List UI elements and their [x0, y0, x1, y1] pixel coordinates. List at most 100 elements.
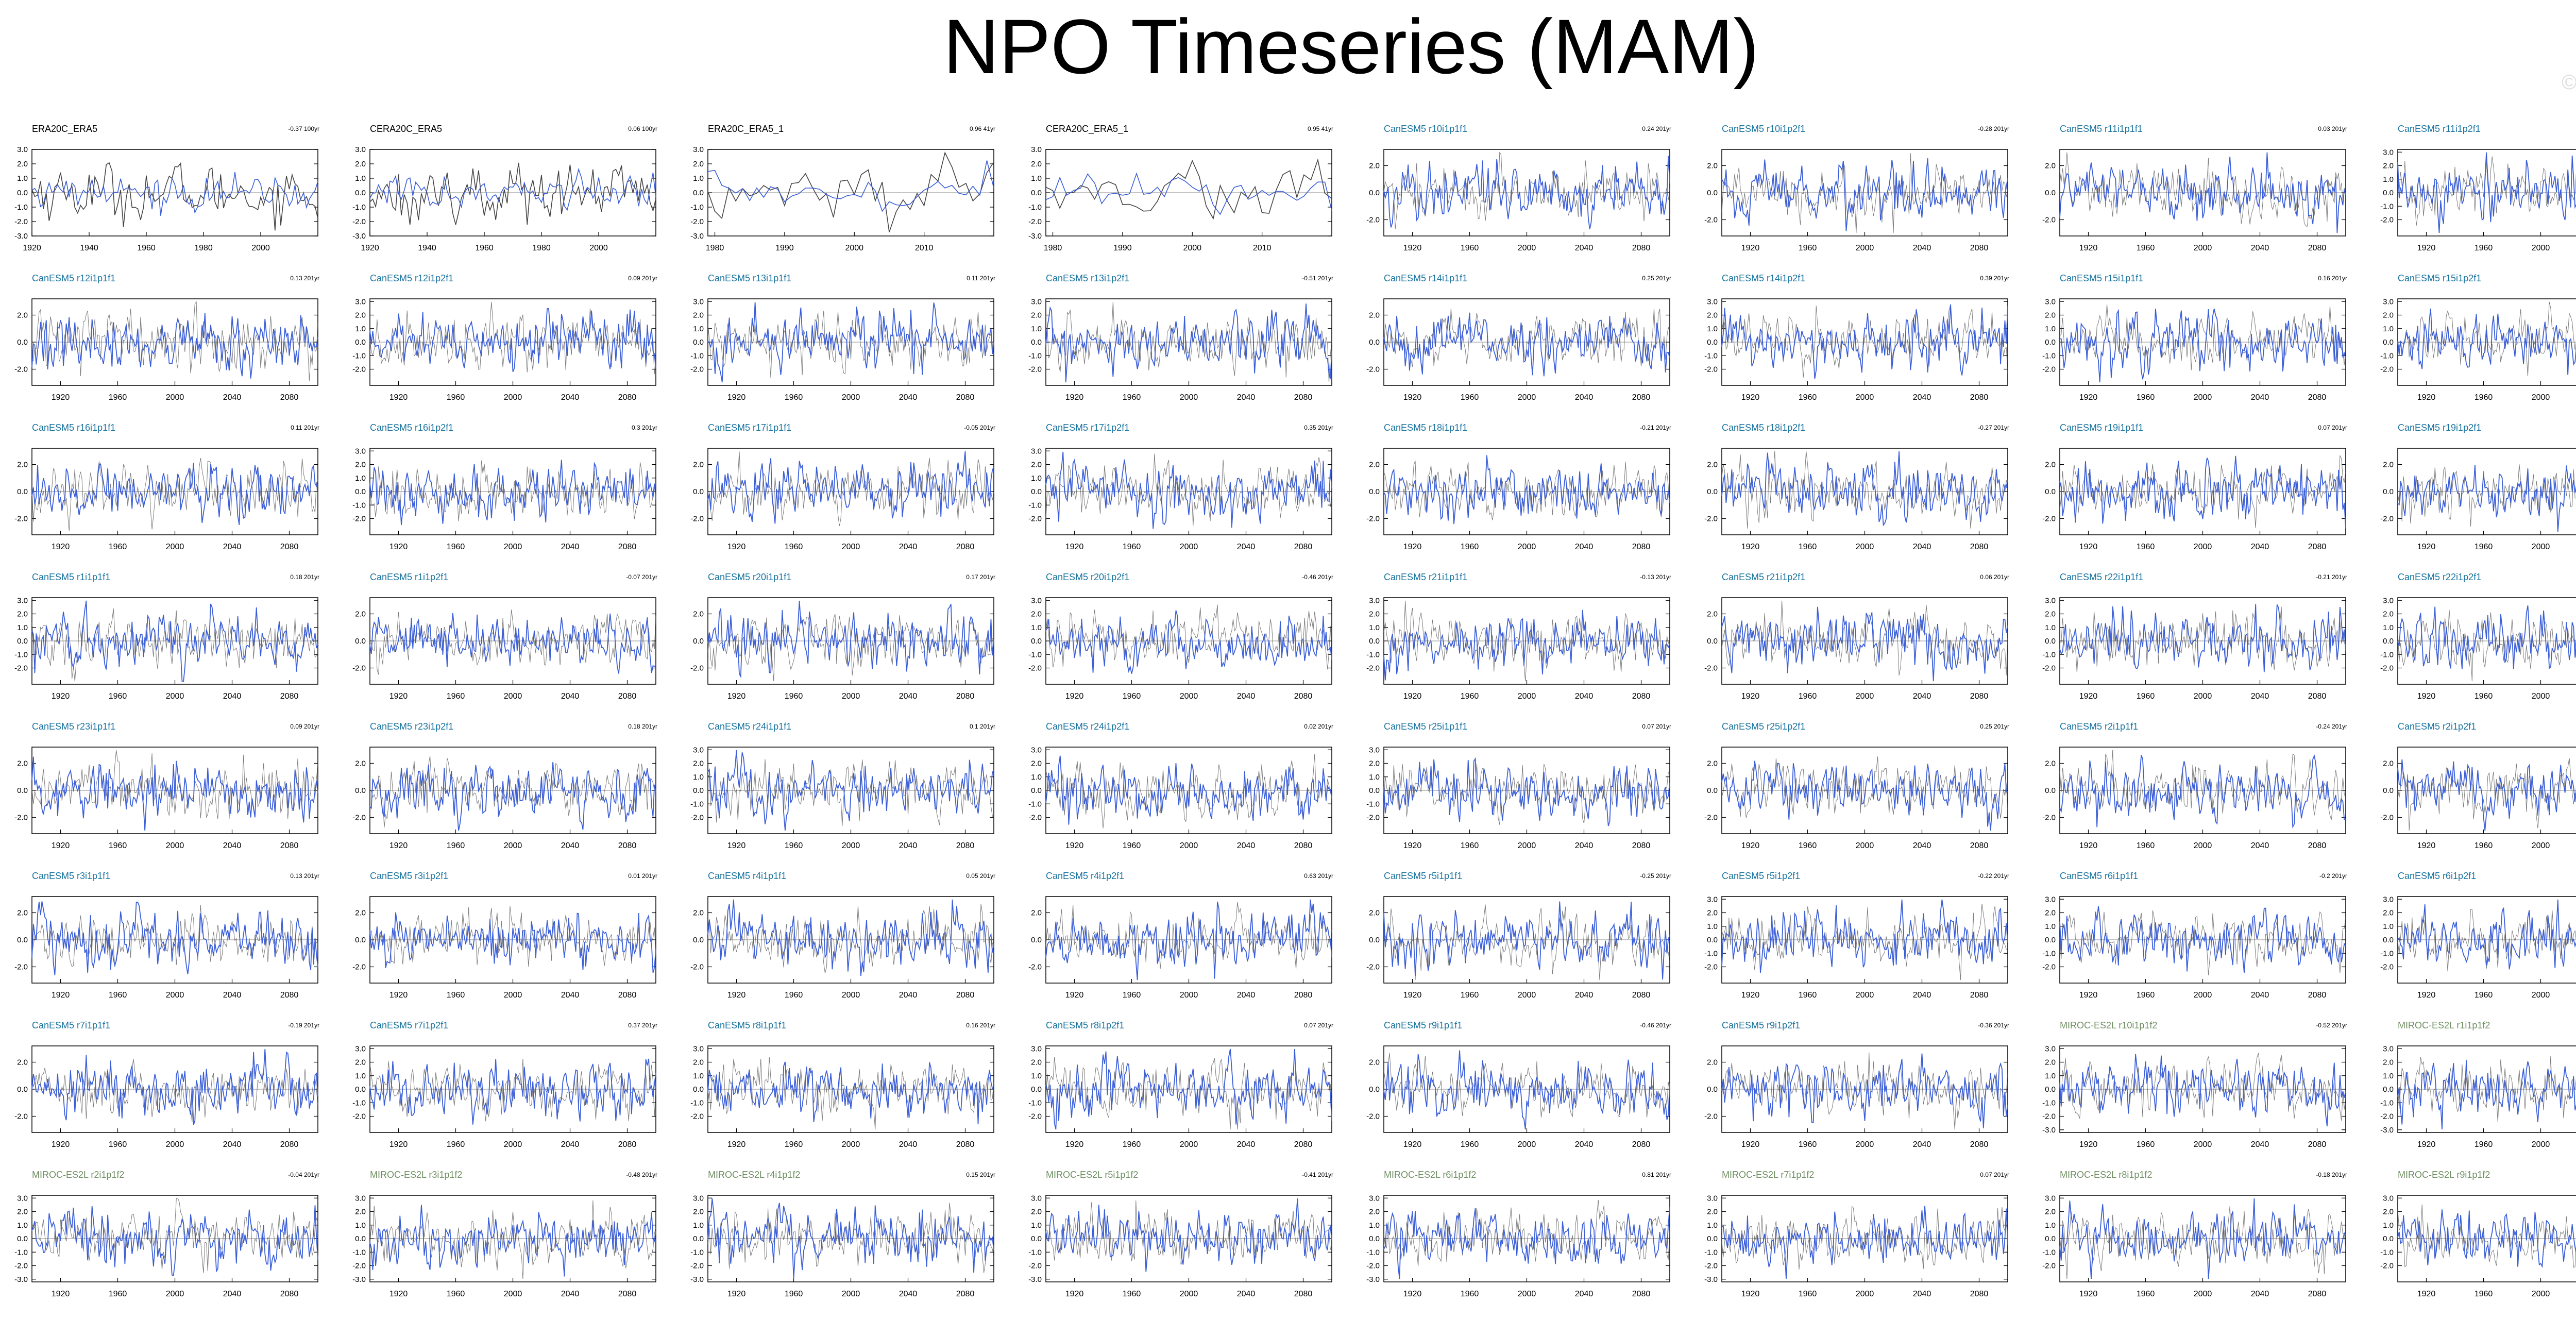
y-tick-label: 3.0: [17, 596, 28, 605]
obs-overlay-line: [1721, 600, 2008, 676]
obs-overlay-line: [707, 614, 994, 682]
series-line: [2059, 308, 2346, 383]
series-line: [1045, 451, 1332, 529]
y-tick-label: 1.0: [2045, 1072, 2056, 1080]
x-tick-label: 2000: [842, 991, 860, 1000]
timeseries-panel: MIROC-ES2L r4i1p1f2 0.15 201yr 3.0 2.0 1.0 0.…: [676, 1170, 1006, 1319]
y-tick-label: -2.0: [1366, 216, 1380, 225]
x-tick-label: 2080: [280, 692, 299, 701]
y-tick-label: 1.0: [1031, 325, 1042, 333]
y-tick-label: 1.0: [2045, 325, 2056, 333]
y-tick-label: 3.0: [1031, 596, 1042, 605]
panel-plot: 3.0 2.0 1.0 0.0 -1.0 -2.0 1920 1960 2000 2040 2080: [1028, 746, 1332, 850]
x-tick-label: 1980: [1044, 244, 1062, 252]
x-tick-label: 1920: [727, 692, 746, 701]
x-tick-label: 2000: [2194, 692, 2212, 701]
y-tick-label: 2.0: [2045, 610, 2056, 619]
x-tick-label: 2040: [2251, 1140, 2269, 1149]
y-tick-label: 2.0: [355, 1208, 366, 1216]
y-tick-label: -1.0: [2042, 351, 2056, 360]
timeseries-panel: CanESM5 r18i1p1f1 -0.21 201yr 2.0 0.0 -2.0 19…: [1352, 422, 1682, 572]
y-tick-label: -2.0: [14, 217, 28, 226]
series-line: [2397, 465, 2576, 532]
x-tick-label: 2000: [1518, 543, 1536, 551]
x-tick-label: 1920: [2417, 1290, 2436, 1298]
panel-plot: 2.0 0.0 -2.0 1920 1960 2000 2040 2080: [1366, 149, 1670, 252]
x-tick-label: 1920: [1065, 692, 1084, 701]
y-tick-label: -1.0: [1028, 203, 1042, 212]
x-tick-label: 1920: [52, 543, 70, 551]
y-tick-label: 3.0: [1031, 297, 1042, 306]
x-tick-label: 1920: [1741, 1290, 1760, 1298]
x-tick-label: 2000: [504, 1290, 522, 1298]
x-tick-label: 1920: [389, 393, 408, 402]
y-tick-label: 0.0: [1031, 936, 1042, 944]
panel-title: ERA20C_ERA5_1: [708, 124, 784, 134]
y-tick-label: 2.0: [693, 160, 704, 168]
x-tick-label: 2040: [561, 692, 580, 701]
obs-overlay-line: [1045, 301, 1332, 383]
x-tick-label: 2000: [2532, 543, 2550, 551]
y-tick-label: -2.0: [2042, 1112, 2056, 1121]
y-tick-label: 2.0: [2383, 311, 2394, 320]
y-tick-label: -1.0: [352, 1248, 366, 1257]
y-tick-label: 0.0: [1707, 338, 1718, 347]
y-tick-label: -1.0: [1028, 1248, 1042, 1257]
panel-title: CanESM5 r8i1p1f1: [708, 1020, 787, 1030]
x-tick-label: 2040: [223, 393, 242, 402]
x-tick-label: 2040: [1913, 841, 1931, 850]
x-tick-label: 1960: [1461, 991, 1479, 1000]
timeseries-panel: CanESM5 r8i1p2f1 0.07 201yr 3.0 2.0 1.0 0.0 -1…: [1014, 1020, 1344, 1170]
y-tick-label: 3.0: [2383, 1194, 2394, 1203]
panel-title: MIROC-ES2L r9i1p1f2: [2398, 1170, 2490, 1180]
x-tick-label: 1960: [109, 393, 127, 402]
timeseries-panel: CanESM5 r5i1p2f1 -0.22 201yr 3.0 2.0 1.0 0.0 -…: [1690, 871, 2020, 1020]
y-tick-label: -2.0: [1028, 1112, 1042, 1121]
panel-trend-stat: 0.35 201yr: [1304, 424, 1333, 431]
obs-overlay-line: [2397, 1204, 2576, 1268]
x-tick-label: 2040: [899, 841, 918, 850]
y-tick-label: -1.0: [352, 501, 366, 510]
panel-title: CanESM5 r11i1p2f1: [2398, 124, 2481, 134]
y-tick-label: 0.0: [693, 1085, 704, 1094]
y-tick-label: -1.0: [690, 1248, 704, 1257]
x-tick-label: 1960: [2137, 692, 2155, 701]
y-tick-label: 0.0: [2383, 189, 2394, 197]
y-tick-label: 3.0: [1707, 297, 1718, 306]
y-tick-label: 0.0: [693, 1235, 704, 1243]
panel-plot: 2.0 0.0 -2.0 1920 1960 2000 2040 2080: [352, 896, 656, 1000]
panel-title: CanESM5 r22i1p2f1: [2398, 572, 2482, 582]
obs-overlay-line: [2059, 750, 2346, 820]
x-tick-label: 2080: [1294, 543, 1313, 551]
y-tick-label: -1.0: [2042, 1098, 2056, 1107]
series-line: [2397, 1209, 2576, 1269]
y-tick-label: 0.0: [17, 936, 28, 944]
x-tick-label: 1960: [1799, 841, 1817, 850]
y-tick-label: -2.0: [14, 664, 28, 673]
y-tick-label: 2.0: [17, 1208, 28, 1216]
x-tick-label: 2040: [1575, 1290, 1594, 1298]
x-tick-label: 1920: [2417, 244, 2436, 252]
x-tick-label: 2080: [618, 393, 637, 402]
panel-title: CanESM5 r3i1p2f1: [370, 871, 449, 881]
panel-trend-stat: 0.03 201yr: [2318, 125, 2347, 132]
series-line: [1045, 172, 1332, 215]
x-tick-label: 1960: [109, 692, 127, 701]
x-tick-label: 1960: [447, 991, 465, 1000]
x-tick-label: 2000: [1518, 841, 1536, 850]
obs-overlay-line: [1045, 604, 1332, 670]
y-tick-label: 0.0: [1707, 1085, 1718, 1094]
timeseries-panel: CanESM5 r2i1p2f1-0.16 201yr2.00.0-2.0192…: [2366, 721, 2576, 871]
panel-title: CanESM5 r12i1p1f1: [32, 273, 116, 283]
x-tick-label: 2080: [2308, 393, 2327, 402]
x-tick-label: 2040: [1237, 692, 1256, 701]
panel-trend-stat: 0.17 201yr: [966, 573, 995, 581]
panel-title: CanESM5 r2i1p2f1: [2398, 721, 2477, 732]
series-line: [31, 172, 318, 216]
x-tick-label: 1960: [109, 841, 127, 850]
x-tick-label: 2040: [899, 1140, 918, 1149]
y-tick-label: 1.0: [1031, 474, 1042, 483]
x-tick-label: 2080: [618, 543, 637, 551]
y-tick-label: 3.0: [355, 1194, 366, 1203]
y-tick-label: 3.0: [1031, 746, 1042, 754]
